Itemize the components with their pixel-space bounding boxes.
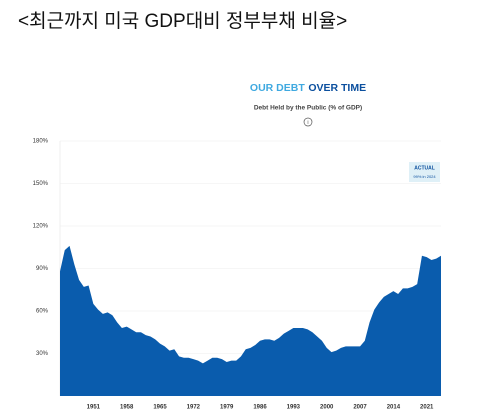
x-tick-label: 2000 [320,405,334,411]
x-tick-label: 2021 [420,405,434,411]
info-icon-label: i [307,120,308,126]
x-tick-label: 1958 [120,405,134,411]
area [60,245,441,396]
x-tick-label: 1986 [253,405,267,411]
chart-title-lead: OUR DEBT [250,82,305,94]
x-tick-label: 2007 [353,405,367,411]
chart-title-rest: OVER TIME [308,82,366,94]
x-tick-label: 1965 [153,405,167,411]
y-tick-label: 150% [33,181,49,187]
x-tick-label: 1951 [87,405,101,411]
x-tick-label: 1993 [287,405,301,411]
annotation-title: ACTUAL [414,165,435,171]
annotation-box [409,162,440,182]
y-tick-label: 90% [36,266,49,272]
annotation-detail: 99% in 2024 [413,174,436,179]
x-tick-label: 1972 [187,405,201,411]
y-tick-label: 30% [36,351,49,357]
chart-subtitle: Debt Held by the Public (% of GDP) [254,105,362,112]
y-tick-label: 180% [33,139,49,145]
x-tick-label: 1979 [220,405,234,411]
y-tick-label: 60% [36,309,49,315]
page-heading: <최근까지 미국 GDP대비 정부부채 비율> [18,10,347,32]
y-tick-label: 120% [33,224,49,230]
x-tick-label: 2014 [387,405,401,411]
info-icon [303,117,313,127]
